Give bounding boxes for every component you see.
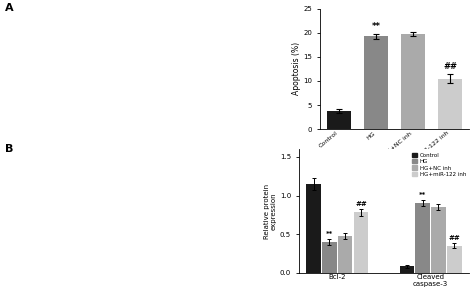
Text: **: ** xyxy=(372,22,381,31)
Bar xyxy=(327,111,351,129)
Bar xyxy=(364,36,388,129)
Bar xyxy=(401,34,425,129)
Bar xyxy=(306,184,321,273)
Y-axis label: Relative protein
expression: Relative protein expression xyxy=(264,183,277,238)
Bar xyxy=(338,236,353,273)
Bar xyxy=(438,79,463,129)
Text: B: B xyxy=(5,144,13,154)
Text: **: ** xyxy=(419,192,426,198)
Text: **: ** xyxy=(326,231,333,237)
Bar xyxy=(431,207,446,273)
Bar xyxy=(354,212,368,273)
Bar xyxy=(322,242,337,273)
Bar xyxy=(447,246,462,273)
Text: ##: ## xyxy=(443,62,457,71)
Legend: Control, HG, HG+NC inh, HG+miR-122 inh: Control, HG, HG+NC inh, HG+miR-122 inh xyxy=(412,152,466,178)
Bar xyxy=(415,203,430,273)
Text: ##: ## xyxy=(356,201,367,207)
Text: A: A xyxy=(5,3,13,13)
Text: ##: ## xyxy=(448,235,460,241)
Bar xyxy=(400,266,414,273)
Y-axis label: Apoptosis (%): Apoptosis (%) xyxy=(292,42,301,96)
